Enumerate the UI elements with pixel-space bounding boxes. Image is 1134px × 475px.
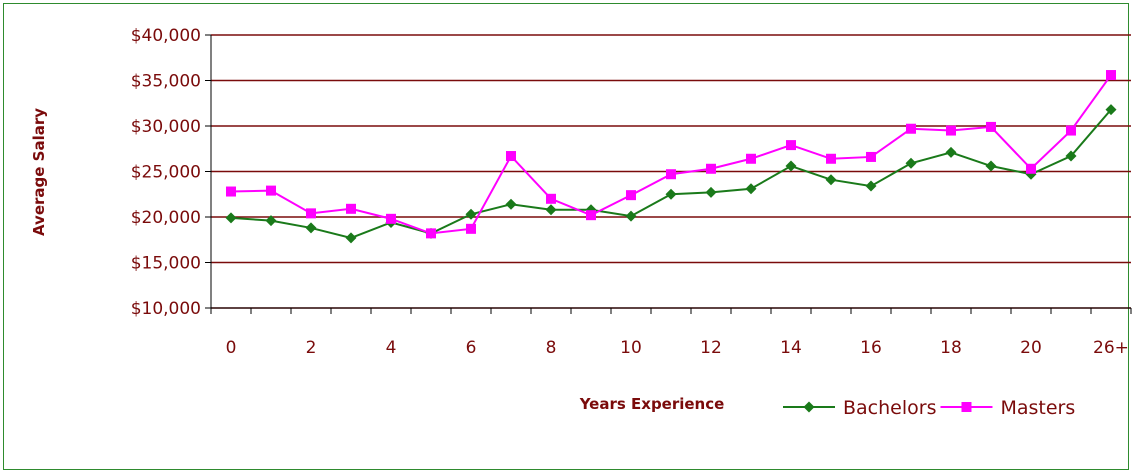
data-point (305, 222, 317, 234)
y-tick-label: $25,000 (131, 163, 201, 183)
data-point (586, 210, 596, 221)
data-point (825, 174, 837, 186)
data-point (746, 153, 756, 164)
x-tick-label: 2 (306, 338, 317, 358)
data-point (826, 153, 836, 164)
axes (210, 35, 1132, 314)
y-tick-label: $15,000 (131, 254, 201, 274)
y-tick-label: $20,000 (131, 208, 201, 228)
data-point (426, 228, 436, 239)
x-tick-label: 20 (1020, 338, 1042, 358)
x-tick-label: 14 (780, 338, 802, 358)
data-point (745, 183, 757, 195)
legend: Bachelors Masters (783, 397, 1075, 419)
data-point (546, 193, 556, 204)
data-point (705, 186, 717, 198)
data-point (985, 160, 997, 172)
data-point (545, 204, 557, 216)
x-tick-labels: 0 2 4 6 8 10 12 14 16 18 20 26+ (226, 338, 1129, 358)
data-point (346, 203, 356, 214)
y-tick-label: $30,000 (131, 117, 201, 137)
data-point (865, 180, 877, 192)
x-tick-label: 12 (700, 338, 722, 358)
x-tick-label: 10 (620, 338, 642, 358)
data-point (1105, 104, 1117, 116)
data-point (945, 146, 957, 158)
data-point (345, 232, 357, 244)
data-point (266, 185, 276, 196)
data-point (306, 208, 316, 219)
data-point (466, 223, 476, 234)
data-point (505, 198, 517, 210)
data-point (1066, 125, 1076, 136)
y-axis-title: Average Salary (30, 108, 48, 236)
series-bachelors (225, 104, 1117, 244)
x-tick-label: 26+ (1093, 338, 1129, 358)
y-tick-labels: $10,000 $15,000 $20,000 $25,000 $30,000 $35,0… (131, 26, 201, 319)
data-point (1065, 150, 1077, 162)
data-point (785, 160, 797, 172)
legend-label: Masters (1000, 397, 1075, 419)
data-point (386, 213, 396, 224)
x-tick-label: 16 (860, 338, 882, 358)
data-point (786, 140, 796, 151)
data-point (665, 188, 677, 200)
data-point (906, 123, 916, 134)
data-point (625, 210, 637, 222)
y-tick-label: $40,000 (131, 26, 201, 46)
data-point (1106, 70, 1116, 81)
series-line (230, 74, 1112, 235)
legend-marker (961, 402, 972, 412)
legend-label: Bachelors (843, 397, 936, 419)
data-point (265, 215, 277, 227)
data-point (706, 163, 716, 174)
data-point (506, 151, 516, 162)
data-point (465, 208, 477, 220)
x-tick-label: 18 (940, 338, 962, 358)
data-point (225, 212, 237, 224)
series-layer (225, 70, 1117, 244)
data-point (866, 151, 876, 162)
data-point (986, 121, 996, 132)
y-tick-label: $10,000 (131, 299, 201, 319)
x-axis-title: Years Experience (579, 395, 725, 413)
y-tick-label: $35,000 (131, 72, 201, 92)
series-masters (226, 70, 1116, 239)
data-point (905, 157, 917, 169)
data-point (946, 125, 956, 136)
data-point (226, 186, 236, 197)
x-tick-label: 6 (466, 338, 477, 358)
x-tick-label: 4 (386, 338, 397, 358)
x-tick-label: 0 (226, 338, 237, 358)
legend-marker (803, 401, 815, 413)
data-point (1026, 163, 1036, 174)
x-tick-label: 8 (546, 338, 557, 358)
data-point (666, 169, 676, 180)
data-point (626, 190, 636, 201)
